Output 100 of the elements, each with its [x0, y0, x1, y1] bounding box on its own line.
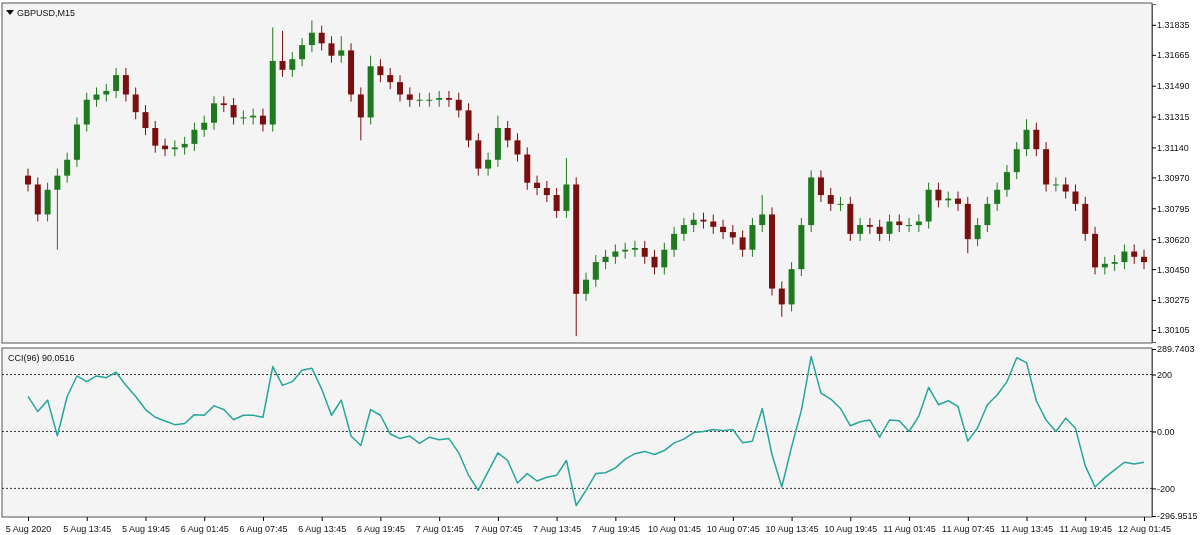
candlestick — [397, 74, 403, 103]
candlestick — [817, 169, 824, 203]
y-tick-label: 1.31835 — [1157, 20, 1190, 31]
candlestick — [974, 217, 981, 247]
candlestick — [1033, 122, 1040, 157]
candlestick — [338, 35, 345, 64]
x-tick-label: 5 Aug 2020 — [5, 524, 52, 535]
candlestick — [25, 168, 31, 193]
candlestick — [191, 122, 198, 152]
candlestick — [93, 86, 100, 108]
candlestick — [651, 249, 658, 275]
y-tick-label: 1.31140 — [1157, 142, 1189, 153]
candlestick — [1003, 164, 1010, 198]
candlestick — [935, 182, 942, 208]
x-tick-label: 6 Aug 07:45 — [239, 524, 288, 535]
candlestick — [211, 95, 217, 131]
x-tick-label: 6 Aug 19:45 — [356, 524, 405, 535]
x-tick-label: 5 Aug 13:45 — [63, 524, 112, 535]
x-tick-label: 12 Aug 01:45 — [1117, 524, 1172, 535]
candlestick — [759, 194, 766, 233]
candlestick — [299, 37, 306, 67]
y-tick-label: 0.00 — [1157, 426, 1175, 437]
candlestick — [230, 97, 237, 125]
candlestick — [739, 229, 746, 258]
candlestick — [592, 254, 599, 288]
candlestick — [308, 19, 315, 53]
candlestick — [583, 272, 589, 302]
candlestick — [553, 187, 560, 219]
x-tick-label: 10 Aug 07:45 — [706, 524, 760, 535]
candlestick — [1072, 183, 1079, 212]
candlestick — [778, 280, 785, 318]
y-tick-label: 1.31665 — [1157, 50, 1190, 61]
candlestick — [1052, 176, 1059, 193]
candlestick — [876, 219, 883, 242]
candlestick — [240, 109, 247, 125]
candlestick — [455, 92, 462, 118]
candlestick — [602, 249, 609, 270]
candlestick — [837, 196, 844, 212]
candlestick — [259, 108, 266, 133]
candlestick — [1023, 118, 1030, 157]
candlestick — [152, 120, 159, 154]
candlestick — [122, 67, 129, 103]
x-tick-label: 6 Aug 01:45 — [180, 524, 229, 535]
x-tick-label: 6 Aug 13:45 — [298, 524, 347, 535]
chart-title: GBPUSD,M15 — [17, 8, 76, 18]
candlestick — [416, 92, 423, 108]
x-tick-label: 7 Aug 01:45 — [415, 524, 464, 535]
candlestick — [113, 67, 120, 99]
candlestick — [1131, 243, 1138, 265]
candlestick — [318, 25, 325, 51]
candlestick — [631, 240, 638, 258]
x-tick-label: 10 Aug 13:45 — [765, 524, 819, 535]
candlestick — [690, 212, 697, 233]
candlestick — [886, 213, 893, 242]
candlestick — [445, 90, 452, 108]
candlestick — [1121, 243, 1128, 270]
candlestick — [661, 242, 668, 275]
x-tick-label: 5 Aug 19:45 — [121, 524, 170, 535]
candlestick — [680, 217, 687, 242]
candlestick — [1013, 141, 1020, 180]
candlestick — [671, 226, 678, 258]
chart-title: CCI(96) 90.0516 — [8, 353, 75, 363]
candlestick — [641, 240, 648, 265]
x-tick-label: 10 Aug 01:45 — [648, 524, 702, 535]
candlestick — [955, 191, 961, 212]
candlestick — [504, 120, 511, 148]
y-tick-label: -200 — [1157, 483, 1176, 494]
y-tick-label: 1.30795 — [1157, 203, 1190, 214]
candlestick — [720, 219, 727, 240]
candlestick — [1141, 249, 1147, 270]
candlestick — [534, 175, 541, 196]
x-tick-label: 7 Aug 07:45 — [474, 524, 523, 535]
candlestick — [132, 86, 139, 120]
candlestick — [201, 115, 208, 138]
x-tick-label: 7 Aug 13:45 — [533, 524, 582, 535]
candlestick — [857, 217, 864, 242]
candlestick — [328, 35, 335, 64]
candlestick — [426, 92, 433, 108]
candlestick — [984, 196, 991, 233]
candlestick — [357, 86, 364, 141]
y-tick-label: -296.9515 — [1157, 511, 1198, 522]
candlestick — [827, 187, 834, 212]
candlestick — [485, 152, 492, 177]
x-tick-label: 11 Aug 01:45 — [883, 524, 936, 535]
y-tick-label: 1.31490 — [1157, 81, 1190, 92]
y-tick-label: 1.30620 — [1157, 234, 1190, 245]
candlestick — [387, 67, 394, 90]
candlestick — [1062, 176, 1069, 200]
y-tick-label: 200 — [1157, 369, 1173, 380]
candlestick — [543, 180, 550, 203]
candlestick — [994, 182, 1001, 212]
x-tick-label: 11 Aug 07:45 — [942, 524, 995, 535]
y-tick-label: 289.7403 — [1157, 344, 1195, 355]
candlestick — [612, 243, 619, 265]
y-tick-label: 1.30450 — [1157, 264, 1190, 275]
x-tick-label: 11 Aug 19:45 — [1059, 524, 1112, 535]
x-tick-label: 10 Aug 19:45 — [824, 524, 878, 535]
candlestick — [142, 104, 149, 136]
candlestick — [514, 132, 521, 163]
y-tick-label: 1.30970 — [1157, 172, 1190, 183]
